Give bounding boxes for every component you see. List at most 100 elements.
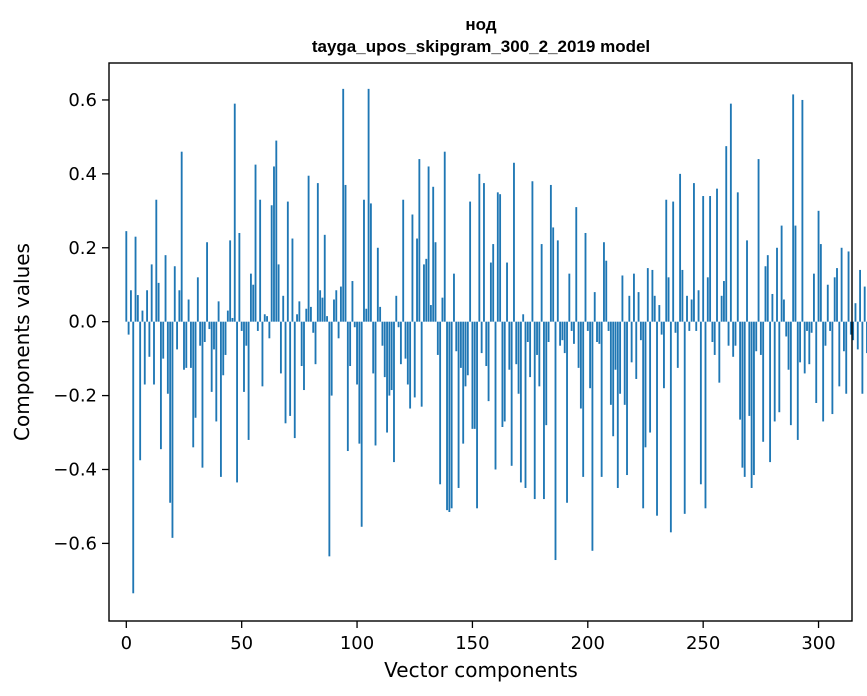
bar — [199, 321, 202, 346]
bar — [762, 321, 765, 442]
bar — [446, 321, 448, 511]
x-tick-label: 0 — [121, 633, 132, 654]
bar — [275, 140, 278, 322]
bar — [552, 227, 555, 322]
bar — [573, 321, 575, 344]
bar — [155, 199, 158, 322]
bar — [148, 321, 151, 357]
y-tick-label: 0.2 — [68, 238, 97, 259]
bar — [476, 321, 478, 509]
bar — [249, 273, 252, 322]
bar — [607, 321, 610, 331]
bar — [549, 184, 552, 322]
bar — [203, 321, 206, 342]
bar — [423, 264, 425, 322]
bar — [365, 308, 368, 322]
bar — [688, 321, 691, 331]
bar — [134, 236, 137, 322]
x-axis-label: Vector components — [384, 658, 578, 682]
bar — [201, 321, 204, 468]
bar — [501, 321, 504, 427]
bars-group — [125, 88, 867, 594]
bar — [247, 321, 250, 440]
bar — [513, 162, 515, 322]
y-tick-label: 0.4 — [68, 164, 97, 185]
bar — [289, 321, 292, 416]
bar — [157, 282, 160, 322]
bar — [443, 151, 446, 322]
bar — [406, 321, 409, 385]
bar — [300, 321, 303, 367]
bar — [450, 321, 453, 509]
x-tick-label: 50 — [230, 633, 253, 654]
bar — [524, 321, 527, 488]
bar — [586, 321, 589, 331]
bar — [233, 103, 236, 322]
bar — [840, 247, 843, 322]
bar — [561, 321, 564, 341]
bar — [333, 299, 335, 322]
bar — [499, 194, 502, 322]
bar — [669, 321, 672, 533]
chart-subtitle: tayga_upos_skipgram_300_2_2019 model — [312, 37, 650, 56]
bar — [755, 321, 758, 352]
bar — [353, 321, 356, 328]
bar — [217, 301, 220, 322]
bar — [720, 295, 723, 322]
bar — [517, 321, 520, 394]
y-tick-label: −0.4 — [53, 459, 97, 480]
bar — [619, 321, 622, 394]
bar — [252, 284, 255, 322]
bar — [683, 321, 686, 514]
bar — [739, 321, 742, 420]
bar — [261, 321, 264, 387]
x-tick-label: 100 — [340, 633, 374, 654]
bar — [231, 317, 234, 322]
bar — [826, 284, 829, 322]
bar — [748, 321, 751, 416]
bar — [556, 240, 559, 322]
bar — [480, 321, 483, 354]
bar — [312, 321, 315, 333]
bar — [605, 260, 608, 322]
bar — [127, 321, 130, 335]
bar — [579, 321, 582, 409]
bar — [554, 321, 557, 561]
bar — [146, 290, 148, 322]
bar — [536, 321, 538, 355]
bar — [526, 321, 529, 342]
bar — [656, 321, 658, 516]
bar — [600, 321, 603, 477]
bar — [533, 321, 536, 500]
bar — [192, 321, 195, 448]
bar — [143, 321, 146, 385]
bar — [471, 321, 474, 429]
y-axis-ticks: −0.6 −0.4 −0.2 0.0 0.2 0.4 0.6 — [53, 90, 109, 554]
bar — [623, 321, 626, 405]
bar — [813, 273, 815, 322]
bar — [298, 301, 301, 322]
bar — [492, 244, 495, 322]
bar — [402, 199, 405, 322]
bar — [686, 295, 688, 322]
bar — [436, 321, 439, 355]
bar — [286, 201, 289, 322]
bar — [713, 321, 716, 355]
bar — [208, 321, 211, 330]
bar — [215, 321, 218, 422]
bar — [173, 266, 176, 322]
bar — [213, 321, 215, 350]
bar — [339, 286, 342, 322]
bar — [757, 159, 760, 322]
bar — [766, 255, 769, 322]
bar — [540, 244, 543, 322]
bar — [522, 314, 525, 322]
bar — [718, 321, 721, 383]
bar — [736, 192, 739, 322]
bar — [817, 210, 820, 322]
bar — [510, 321, 513, 466]
bar — [764, 266, 767, 322]
bar — [229, 240, 232, 322]
bar — [559, 321, 562, 346]
bar — [434, 242, 437, 322]
